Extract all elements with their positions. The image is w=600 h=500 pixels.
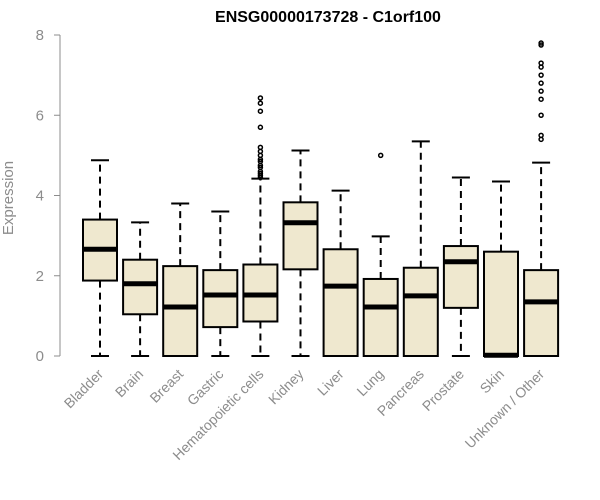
x-tick-label: Bladder <box>61 366 107 412</box>
x-tick-label: Prostate <box>419 366 467 414</box>
box-iqr <box>202 269 239 329</box>
x-tick-label: Brain <box>112 366 146 400</box>
x-tick-label: Breast <box>146 366 186 406</box>
x-tick-label: Kidney <box>265 366 307 408</box>
box-iqr <box>122 258 159 316</box>
y-tick-label: 0 <box>36 348 44 365</box>
box-pancreas <box>402 140 439 358</box>
outlier-point <box>257 164 264 171</box>
outlier-point <box>538 80 544 86</box>
box-prostate <box>442 176 479 357</box>
box-iqr <box>322 248 359 357</box>
box-skin <box>483 180 519 358</box>
box-iqr <box>402 266 439 358</box>
outlier-point <box>257 170 264 177</box>
box-bladder <box>82 159 118 357</box>
outlier-point <box>538 112 544 118</box>
x-tick-label: Liver <box>314 366 347 399</box>
chart-title: ENSG00000173728 - C1orf100 <box>215 9 441 26</box>
y-tick-label: 8 <box>36 27 44 44</box>
box-iqr <box>162 265 199 357</box>
outlier-point <box>257 158 264 165</box>
outlier-point <box>538 96 544 102</box>
box-iqr <box>442 245 479 309</box>
box-liver <box>322 189 359 357</box>
box-gastric <box>202 210 239 357</box>
box-brain <box>122 221 159 357</box>
box-series <box>82 40 560 358</box>
outlier-point <box>538 88 544 94</box>
outlier-point <box>538 40 544 46</box>
box-iqr <box>362 277 399 357</box>
box-iqr <box>483 250 519 357</box>
y-tick-label: 2 <box>36 268 44 285</box>
box-lung <box>362 152 399 357</box>
box-unknown-other <box>523 40 560 358</box>
box-kidney <box>282 149 319 357</box>
outlier-point <box>377 152 384 159</box>
box-breast <box>162 202 199 357</box>
outlier-point <box>538 60 544 66</box>
outlier-point <box>257 124 264 131</box>
y-axis-label: Expression <box>0 161 17 235</box>
x-tick-label: Skin <box>477 366 508 397</box>
outlier-point <box>257 95 264 101</box>
y-tick-label: 6 <box>36 107 44 124</box>
outlier-point <box>257 144 264 151</box>
y-axis: 0 2 4 6 8 <box>36 27 61 365</box>
box-iqr <box>282 201 319 271</box>
box-hematopoietic-cells <box>242 95 279 357</box>
outlier-point <box>257 108 264 114</box>
outlier-point <box>538 42 544 48</box>
x-tick-label: Lung <box>353 366 386 399</box>
box-iqr <box>523 269 560 358</box>
y-tick-label: 4 <box>36 188 44 205</box>
outlier-point <box>257 100 264 106</box>
outlier-point <box>538 132 544 139</box>
outlier-point <box>538 72 544 78</box>
